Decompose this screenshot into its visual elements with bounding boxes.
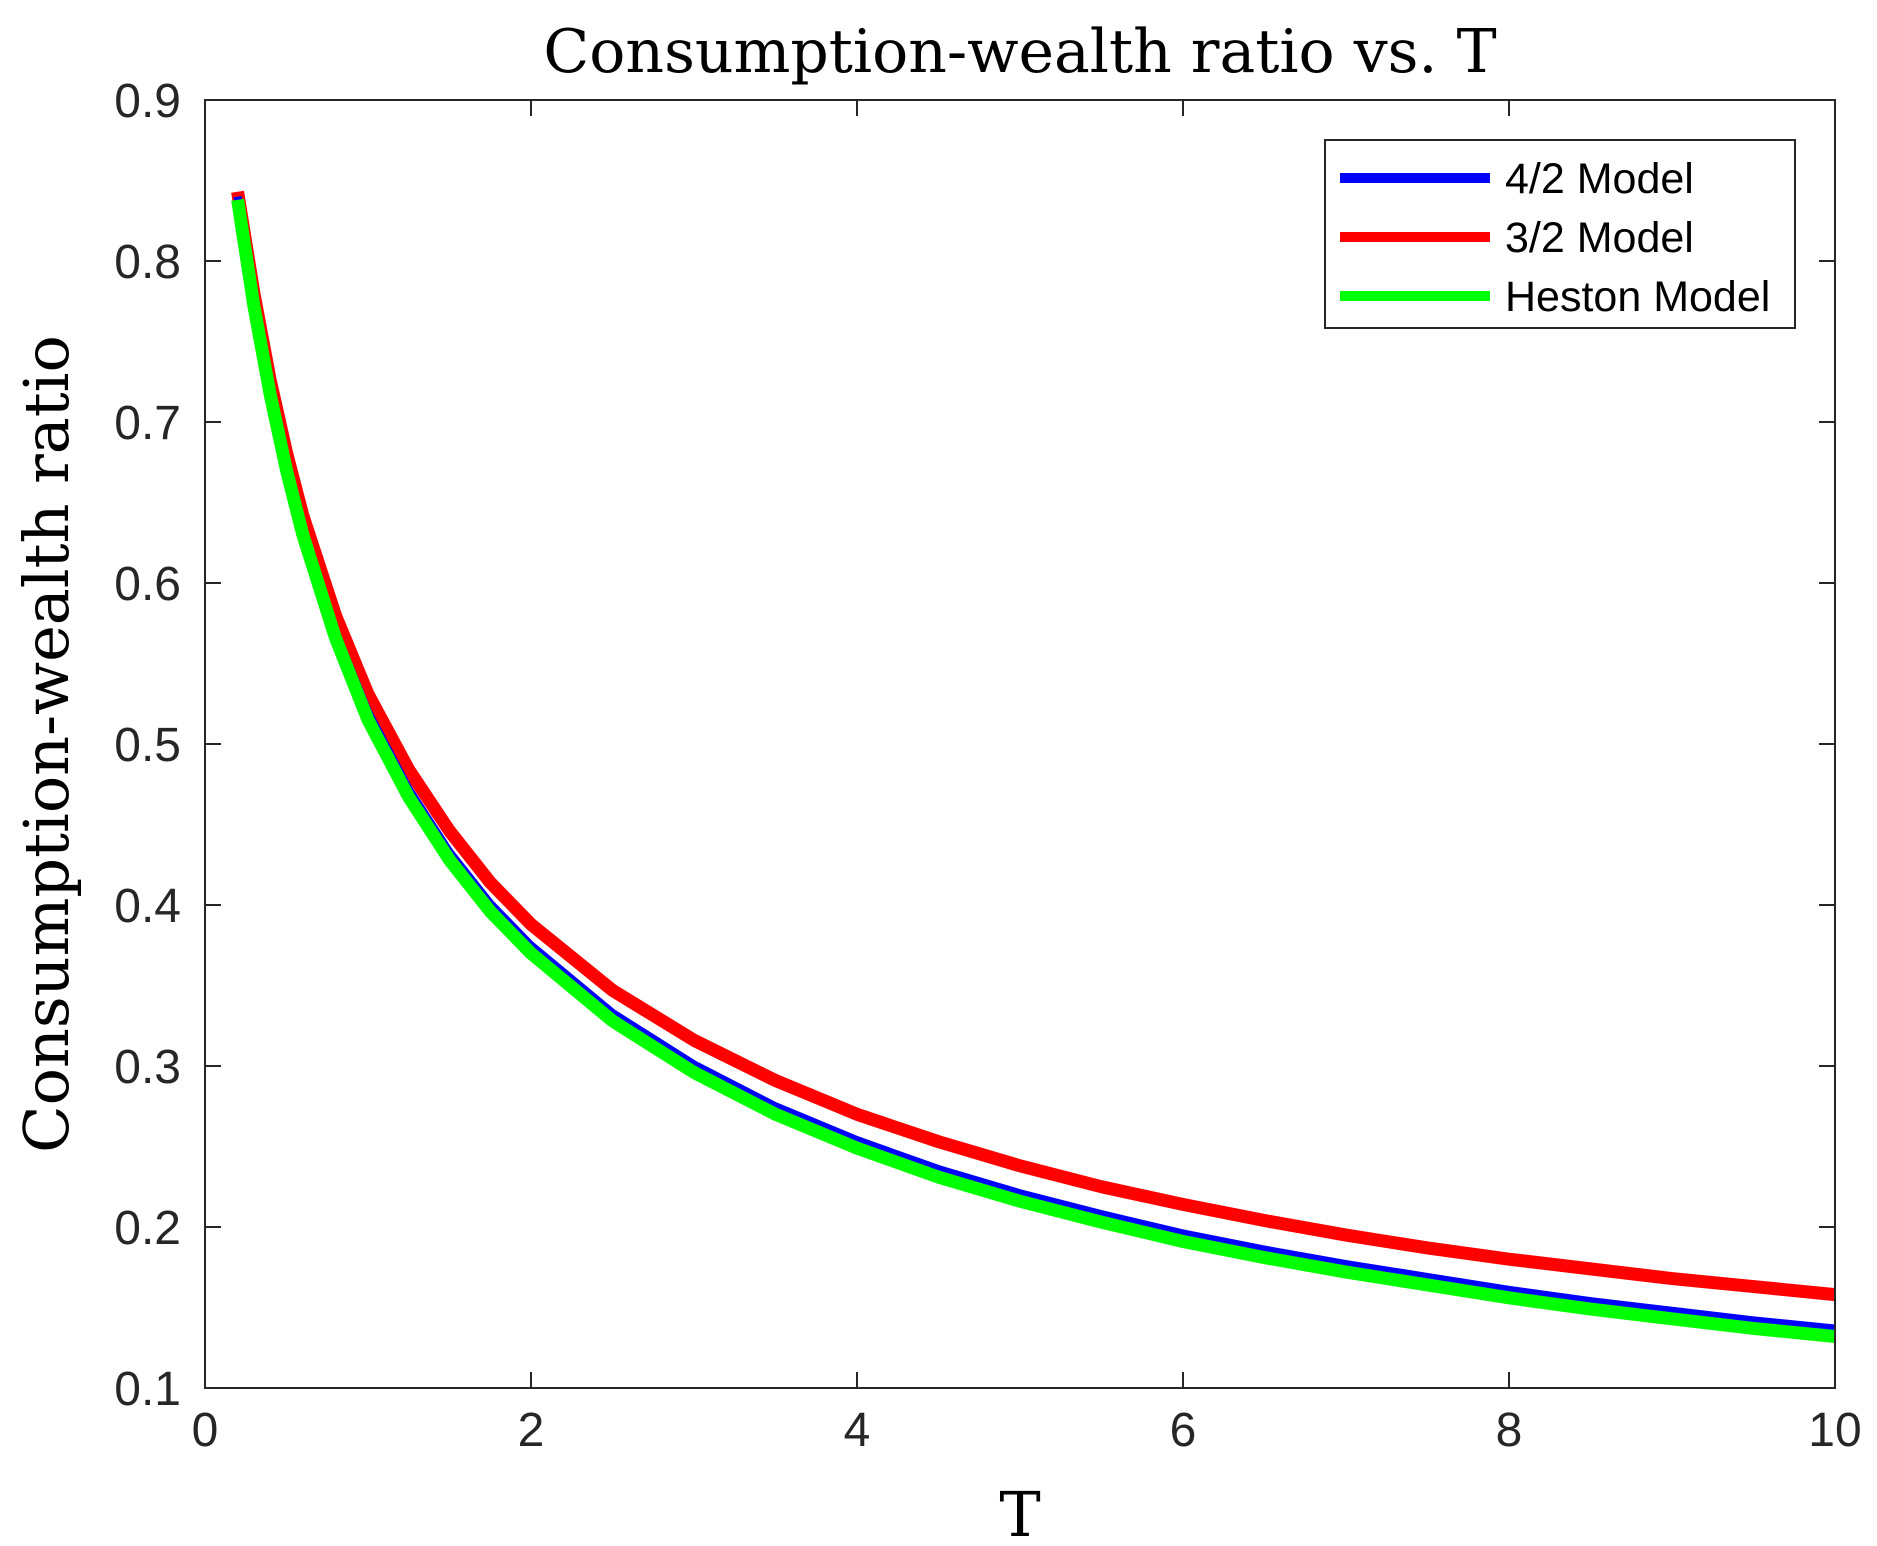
legend-label-heston-model: Heston Model: [1505, 273, 1770, 321]
x-tick-label: 4: [844, 1404, 871, 1457]
x-tick-label: 6: [1170, 1404, 1197, 1457]
y-tick-label: 0.5: [114, 719, 181, 772]
y-tick-label: 0.8: [114, 236, 181, 289]
x-tick-label: 8: [1496, 1404, 1523, 1457]
series-layer: [231, 190, 1836, 1343]
y-tick-label: 0.2: [114, 1202, 181, 1255]
y-tick-label: 0.1: [114, 1363, 181, 1416]
legend: 4/2 Model 3/2 Model Heston Model: [1324, 139, 1796, 329]
x-axis: 0 2 4 6 8 10: [192, 100, 1862, 1457]
y-tick-label: 0.7: [114, 397, 181, 450]
x-tick-label: 2: [518, 1404, 545, 1457]
series-line-heston-model: [231, 198, 1836, 1343]
legend-label-3-2-model: 3/2 Model: [1505, 214, 1694, 262]
x-tick-label: 0: [192, 1404, 219, 1457]
y-axis: 0.1 0.2 0.3 0.4 0.5 0.6 0.7 0.8 0.9: [114, 75, 1835, 1416]
x-axis-label: T: [999, 1478, 1040, 1546]
chart-title: Consumption-wealth ratio vs. T: [543, 17, 1496, 87]
x-tick-label: 10: [1808, 1404, 1861, 1457]
y-tick-label: 0.4: [114, 880, 181, 933]
y-tick-label: 0.9: [114, 75, 181, 128]
y-tick-label: 0.3: [114, 1041, 181, 1094]
y-axis-label: Consumption-wealth ratio: [10, 335, 83, 1153]
y-tick-label: 0.6: [114, 558, 181, 611]
legend-label-4-2-model: 4/2 Model: [1505, 155, 1694, 203]
